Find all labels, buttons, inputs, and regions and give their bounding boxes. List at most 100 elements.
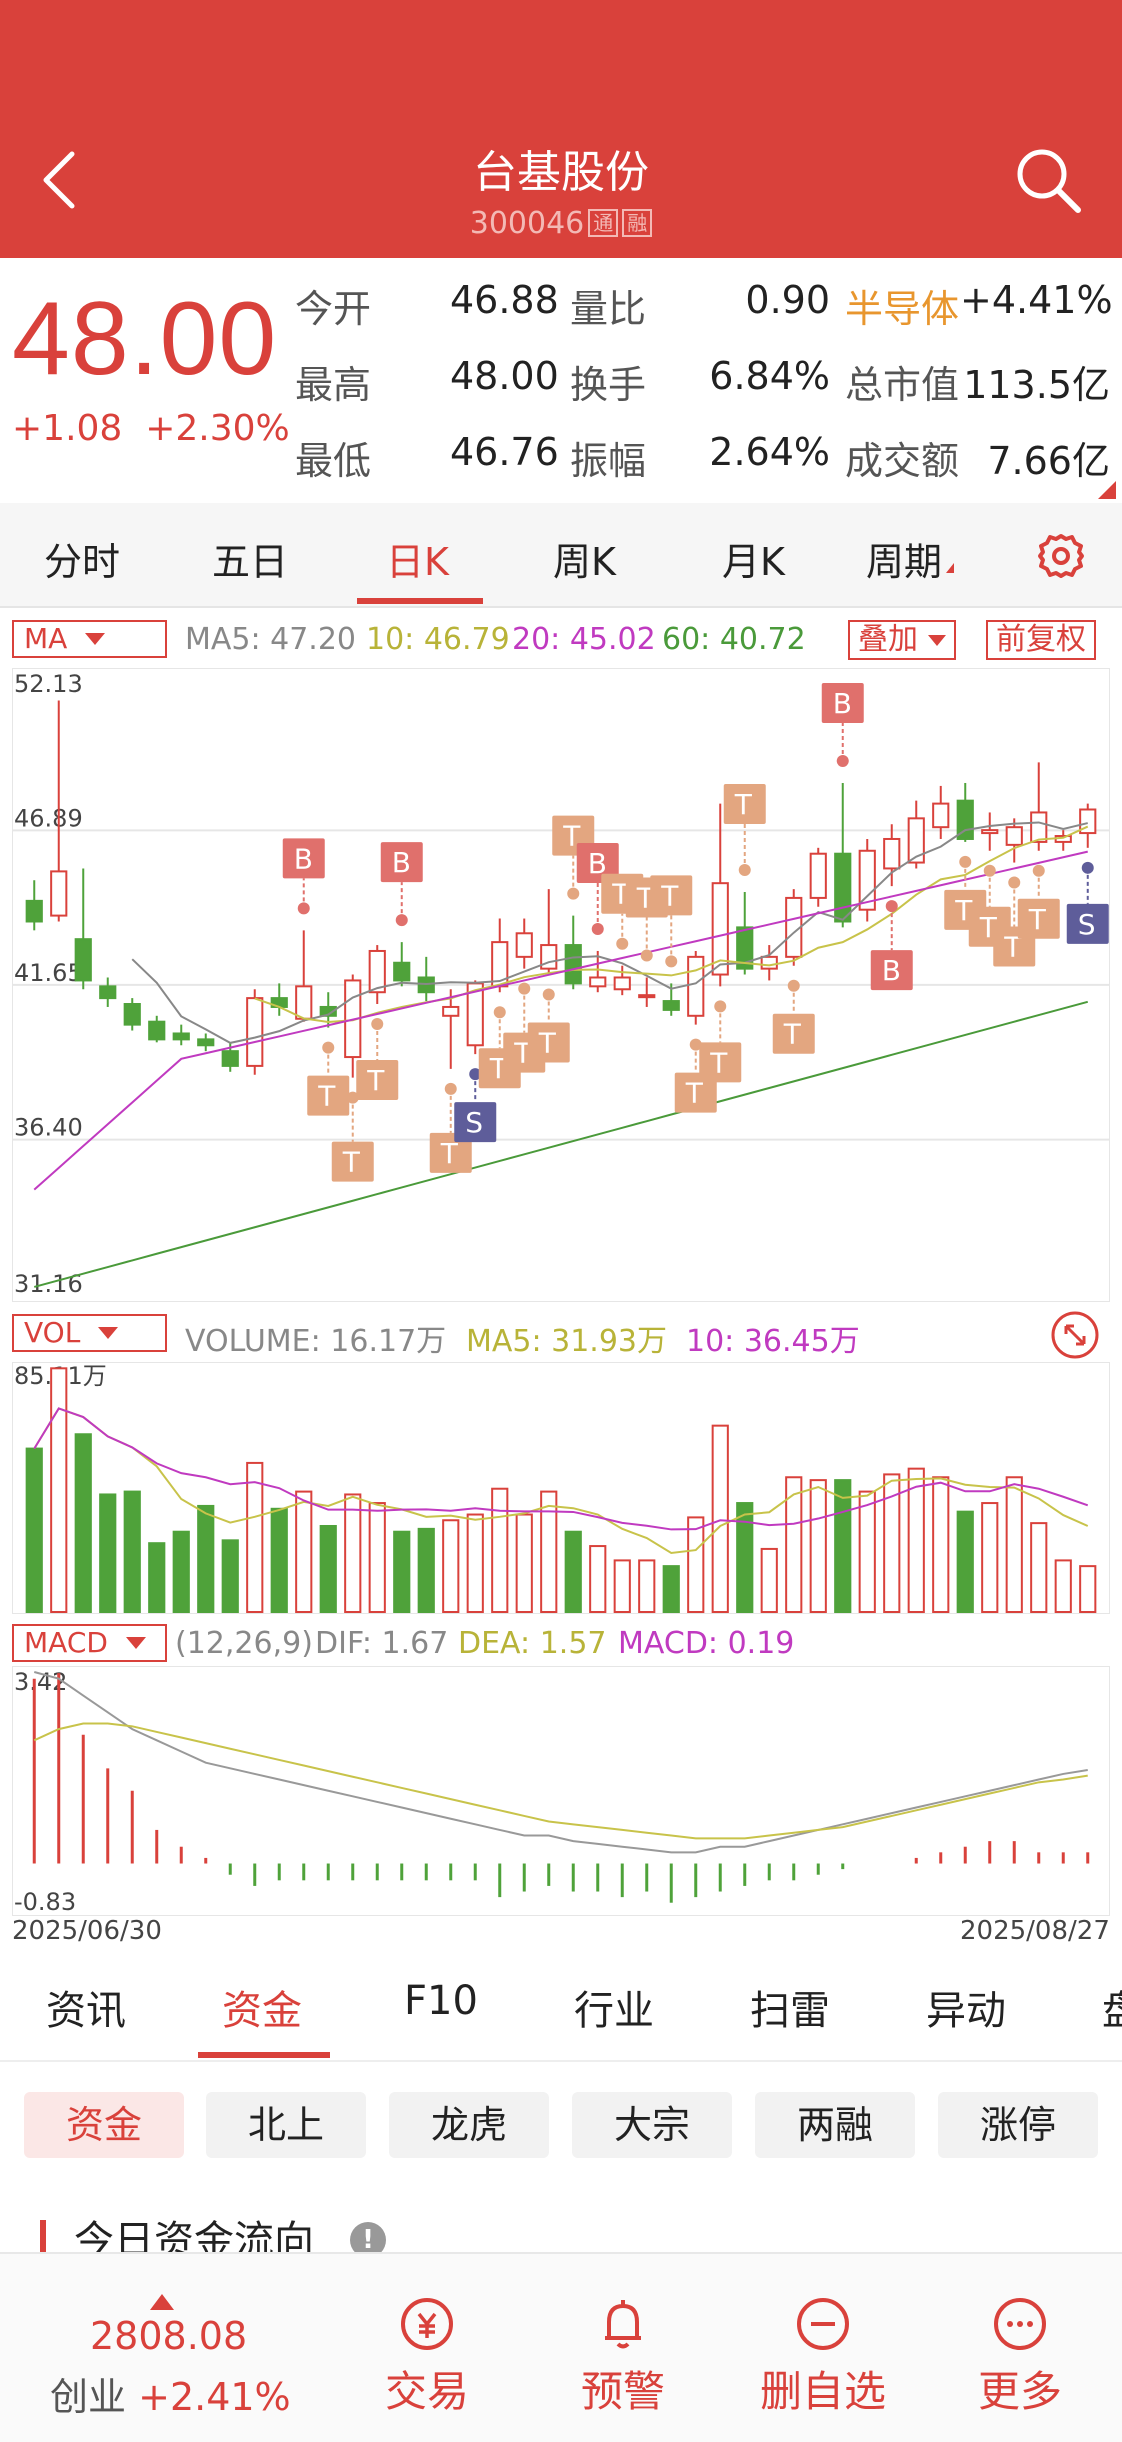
volume-bar bbox=[883, 1473, 901, 1613]
expand-corner-icon[interactable] bbox=[1098, 481, 1116, 499]
trade-marker-label: T bbox=[611, 878, 630, 911]
tab-funds[interactable]: 资金 bbox=[222, 1988, 302, 2034]
chip-dragon-tiger[interactable]: 龙虎 bbox=[389, 2092, 549, 2158]
vol-selector[interactable]: VOL bbox=[12, 1314, 167, 1352]
volume-bar bbox=[319, 1524, 337, 1613]
volume-bar bbox=[74, 1433, 92, 1613]
tab-f10[interactable]: F10 bbox=[404, 1978, 478, 2024]
marker-dot bbox=[469, 1068, 482, 1081]
marker-dot bbox=[665, 955, 678, 968]
nav-trade[interactable]: 交易 bbox=[352, 2294, 502, 2434]
marker-dot bbox=[493, 1006, 506, 1019]
amplitude-label: 振幅 bbox=[570, 439, 647, 483]
trade-marker-box bbox=[454, 1102, 497, 1143]
gear-icon bbox=[1038, 534, 1084, 578]
index-line[interactable]: 创业 +2.41% bbox=[50, 2366, 291, 2421]
chip-funds[interactable]: 资金 bbox=[24, 2092, 184, 2158]
marker-dot bbox=[787, 979, 800, 992]
volume-bar bbox=[736, 1502, 754, 1613]
chip-limit-up[interactable]: 涨停 bbox=[938, 2092, 1098, 2158]
nav-remove-watchlist[interactable]: 删自选 bbox=[748, 2294, 898, 2434]
volume-chart[interactable]: 85.11万 bbox=[12, 1362, 1110, 1614]
volume-bar bbox=[981, 1502, 999, 1613]
chip-block-trade[interactable]: 大宗 bbox=[572, 2092, 732, 2158]
index-value[interactable]: 2808.08 bbox=[90, 2314, 248, 2358]
volume-bar bbox=[393, 1530, 411, 1614]
vol-ratio-value: 0.90 bbox=[745, 278, 830, 322]
up-arrow-icon bbox=[150, 2294, 174, 2310]
nav-alert[interactable]: 预警 bbox=[548, 2294, 698, 2434]
trade-marker-box bbox=[282, 838, 325, 879]
volume-bar bbox=[344, 1493, 362, 1613]
candle-body bbox=[932, 802, 950, 829]
candle-body bbox=[123, 1003, 141, 1026]
trade-marker-label: B bbox=[882, 954, 901, 987]
chip-northbound[interactable]: 北上 bbox=[206, 2092, 366, 2158]
nav-more[interactable]: 更多 bbox=[945, 2294, 1095, 2434]
bottom-bar: 2808.08 创业 +2.41% 交易 预警 删自选 bbox=[0, 2252, 1122, 2442]
macd-selector[interactable]: MACD bbox=[12, 1624, 167, 1662]
tab-industry[interactable]: 行业 bbox=[574, 1988, 654, 2034]
overlay-button[interactable]: 叠加 bbox=[848, 620, 956, 660]
volume-bar bbox=[270, 1507, 288, 1613]
trade-marker-label: T bbox=[317, 1080, 336, 1113]
trade-marker-label: T bbox=[979, 911, 998, 944]
fullscreen-button[interactable] bbox=[1050, 1310, 1100, 1360]
tab-more-clipped[interactable]: 盘 bbox=[1102, 1978, 1122, 2036]
trade-marker-label: T bbox=[342, 1146, 361, 1179]
trade-marker-label: T bbox=[954, 894, 973, 927]
volume-bar bbox=[99, 1493, 117, 1613]
tab-monthly-k[interactable]: 月K bbox=[722, 540, 785, 584]
dif-line bbox=[33, 1671, 1088, 1854]
tab-news[interactable]: 资讯 bbox=[46, 1988, 126, 2034]
volume-bar bbox=[809, 1479, 827, 1613]
chart-frame bbox=[12, 1362, 1110, 1614]
tab-intraday[interactable]: 分时 bbox=[44, 540, 121, 584]
settings-button[interactable] bbox=[1036, 531, 1086, 581]
volume-bar bbox=[785, 1476, 803, 1613]
chevron-down-icon bbox=[85, 633, 106, 645]
trade-marker-label: T bbox=[562, 820, 581, 853]
back-button[interactable] bbox=[30, 140, 90, 220]
tab-movement[interactable]: 异动 bbox=[926, 1988, 1006, 2034]
marker-dot bbox=[616, 937, 629, 950]
volume-bar bbox=[417, 1527, 435, 1613]
tab-weekly-k[interactable]: 周K bbox=[553, 540, 616, 584]
candle-body bbox=[564, 944, 582, 985]
marker-dot bbox=[689, 1038, 702, 1051]
marker-dot bbox=[1081, 861, 1094, 874]
trade-marker-box bbox=[527, 1022, 570, 1063]
volume-bar bbox=[442, 1519, 460, 1614]
vol-ma10-value: 10: 36.45万 bbox=[686, 1324, 860, 1359]
nav-alert-label: 预警 bbox=[580, 2367, 665, 2416]
volume-bar bbox=[368, 1502, 386, 1613]
candle-body bbox=[246, 997, 264, 1067]
ma-selector[interactable]: MA bbox=[12, 620, 167, 658]
tab-risk-scan[interactable]: 扫雷 bbox=[750, 1988, 830, 2034]
trade-marker-label: T bbox=[1028, 903, 1047, 936]
ma10-line bbox=[254, 825, 1089, 1023]
tab-daily-k[interactable]: 日K bbox=[386, 540, 449, 584]
market-cap-label: 总市值 bbox=[845, 363, 960, 407]
quote-row: 今开 46.88 量比 0.90 半导体 +4.41% bbox=[295, 278, 1115, 338]
nav-remove-watchlist-label: 删自选 bbox=[759, 2367, 886, 2416]
tab-period[interactable]: 周期 bbox=[866, 531, 955, 586]
candle-body bbox=[589, 976, 607, 988]
candle-body bbox=[736, 926, 754, 970]
marker-dot bbox=[983, 864, 996, 877]
high-value: 48.00 bbox=[450, 354, 559, 398]
search-button[interactable] bbox=[1008, 140, 1088, 220]
trade-marker-label: T bbox=[1003, 931, 1022, 964]
trade-marker-label: T bbox=[538, 1027, 557, 1060]
volume-bar bbox=[197, 1504, 215, 1613]
sector-link[interactable]: 半导体 bbox=[845, 287, 960, 331]
volume-bar bbox=[540, 1490, 558, 1613]
candle-body bbox=[981, 829, 999, 835]
adjust-button[interactable]: 前复权 bbox=[986, 620, 1096, 660]
chip-margin[interactable]: 两融 bbox=[755, 2092, 915, 2158]
trade-marker-label: T bbox=[513, 1037, 532, 1070]
candle-body bbox=[393, 961, 411, 982]
tab-five-day[interactable]: 五日 bbox=[212, 540, 289, 584]
macd-chart[interactable]: 3.42-0.83 bbox=[12, 1666, 1110, 1916]
